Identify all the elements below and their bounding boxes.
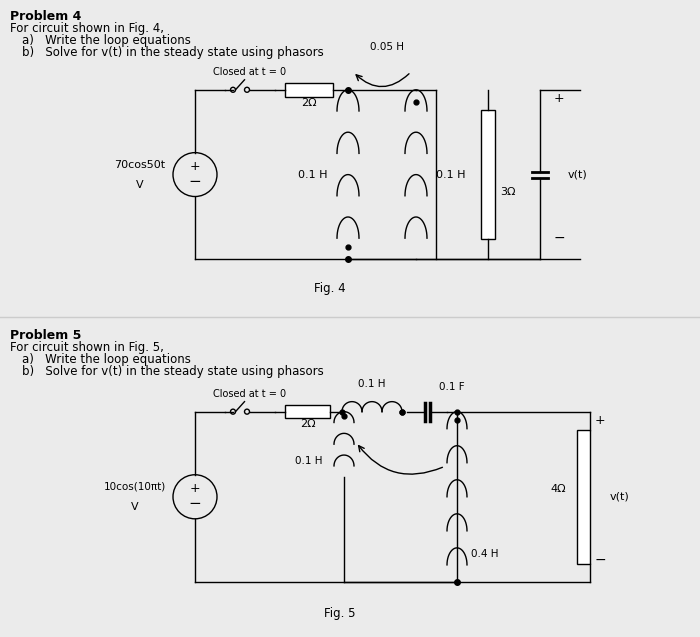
Text: −: − bbox=[188, 496, 202, 512]
Text: 0.1 H: 0.1 H bbox=[295, 456, 323, 466]
Text: −: − bbox=[595, 553, 607, 567]
Text: Problem 4: Problem 4 bbox=[10, 10, 81, 23]
Text: Problem 5: Problem 5 bbox=[10, 329, 81, 341]
Text: 2Ω: 2Ω bbox=[301, 97, 317, 108]
Text: b)   Solve for v(t) in the steady state using phasors: b) Solve for v(t) in the steady state us… bbox=[22, 46, 323, 59]
Text: 4Ω: 4Ω bbox=[550, 483, 566, 494]
Text: +: + bbox=[595, 413, 606, 427]
Text: +: + bbox=[554, 92, 565, 104]
Text: Closed at t = 0: Closed at t = 0 bbox=[214, 67, 286, 77]
Text: 0.1 H: 0.1 H bbox=[436, 169, 466, 180]
Text: −: − bbox=[188, 174, 202, 189]
Text: a)   Write the loop equations: a) Write the loop equations bbox=[22, 352, 191, 366]
Text: For circuit shown in Fig. 4,: For circuit shown in Fig. 4, bbox=[10, 22, 164, 35]
Text: Fig. 5: Fig. 5 bbox=[324, 607, 356, 620]
Text: 0.05 H: 0.05 H bbox=[370, 42, 404, 52]
Text: Fig. 4: Fig. 4 bbox=[314, 282, 346, 296]
Text: +: + bbox=[190, 160, 200, 173]
Bar bbox=[577, 430, 589, 564]
Text: v(t): v(t) bbox=[568, 169, 588, 180]
Text: 10cos(10πt): 10cos(10πt) bbox=[104, 482, 166, 492]
Text: 0.4 H: 0.4 H bbox=[471, 549, 498, 559]
Text: 3Ω: 3Ω bbox=[500, 187, 515, 197]
Text: 2Ω: 2Ω bbox=[300, 419, 315, 429]
Text: a)   Write the loop equations: a) Write the loop equations bbox=[22, 34, 191, 47]
Text: V: V bbox=[131, 502, 139, 512]
Text: v(t): v(t) bbox=[610, 492, 630, 502]
Text: 0.1 H: 0.1 H bbox=[298, 169, 328, 180]
Text: 0.1 H: 0.1 H bbox=[358, 378, 386, 389]
Text: For circuit shown in Fig. 5,: For circuit shown in Fig. 5, bbox=[10, 341, 164, 354]
Bar bbox=[285, 83, 333, 97]
Text: 0.1 F: 0.1 F bbox=[439, 382, 465, 392]
Text: −: − bbox=[554, 231, 566, 245]
Text: b)   Solve for v(t) in the steady state using phasors: b) Solve for v(t) in the steady state us… bbox=[22, 364, 323, 378]
Text: Closed at t = 0: Closed at t = 0 bbox=[214, 389, 286, 399]
Bar bbox=[285, 405, 330, 418]
Text: +: + bbox=[190, 482, 200, 495]
Text: V: V bbox=[136, 180, 144, 190]
Text: 70cos50t: 70cos50t bbox=[114, 160, 166, 169]
Bar bbox=[481, 110, 495, 240]
